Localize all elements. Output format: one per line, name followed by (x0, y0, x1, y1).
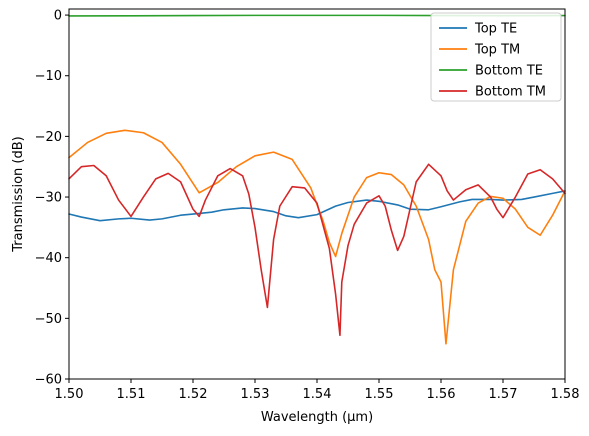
y-tick-label: −50 (35, 312, 62, 327)
x-tick-label: 1.53 (241, 387, 270, 402)
x-axis-label: Wavelength (μm) (261, 410, 373, 425)
series-line-top-tm (68, 129, 566, 345)
x-tick-label: 1.50 (55, 387, 84, 402)
y-axis-ticks: 0 −10 −20 −30 −40 −50 −60 (35, 9, 69, 388)
y-tick-label: −10 (35, 69, 62, 84)
x-tick-label: 1.52 (179, 387, 208, 402)
x-tick-label: 1.58 (551, 387, 580, 402)
x-axis-ticks: 1.50 1.51 1.52 1.53 1.54 1.55 1.56 1.57 1.58 (55, 379, 580, 402)
y-axis-label: Transmission (dB) (11, 136, 26, 252)
plot-lines (68, 14, 566, 345)
legend-label-bottom-tm: Bottom TM (475, 85, 546, 100)
legend: Top TE Top TM Bottom TE Bottom TM (430, 12, 562, 102)
legend-label-top-tm: Top TM (474, 43, 520, 58)
legend-label-top-te: Top TE (474, 22, 517, 37)
x-tick-label: 1.51 (117, 387, 146, 402)
x-tick-label: 1.56 (427, 387, 456, 402)
x-tick-label: 1.57 (489, 387, 518, 402)
y-tick-label: 0 (54, 9, 62, 24)
y-tick-label: −20 (35, 130, 62, 145)
y-tick-label: −40 (35, 251, 62, 266)
legend-label-bottom-te: Bottom TE (475, 64, 543, 79)
y-tick-label: −30 (35, 191, 62, 206)
x-tick-label: 1.54 (303, 387, 332, 402)
x-tick-label: 1.55 (365, 387, 394, 402)
legend-box (430, 12, 562, 102)
y-tick-label: −60 (35, 373, 62, 388)
series-line-bottom-tm (68, 163, 566, 337)
